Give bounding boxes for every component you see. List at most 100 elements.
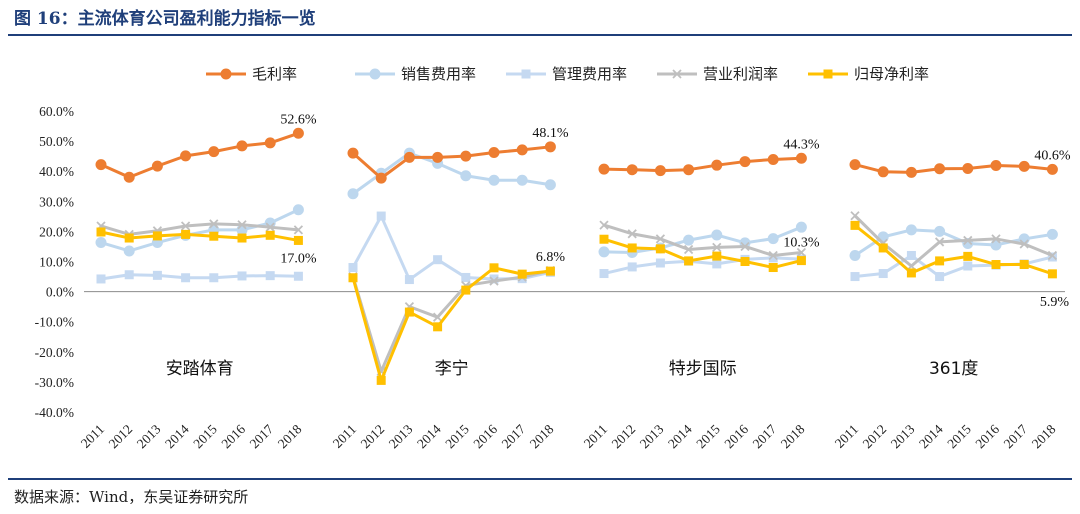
data-point — [544, 179, 556, 191]
data-point-stroke — [991, 234, 1001, 244]
data-point — [1019, 260, 1029, 270]
series-line — [100, 222, 299, 236]
data-point — [123, 171, 135, 183]
data-point — [292, 127, 304, 139]
company-label: 361度 — [929, 359, 978, 379]
data-point — [180, 221, 191, 231]
data-point — [599, 234, 609, 244]
data-point — [152, 270, 162, 280]
data-label: 44.3% — [783, 137, 820, 152]
data-point — [265, 222, 275, 232]
x-tick-label: 2013 — [386, 421, 416, 451]
bottom-rule — [8, 478, 1072, 480]
data-point — [740, 257, 750, 266]
legend-swatch-marker — [220, 68, 232, 80]
y-tick-label: 50.0% — [39, 134, 74, 149]
data-point — [180, 150, 192, 162]
y-tick-label: 30.0% — [39, 194, 74, 209]
legend-item: 管理费用率 — [506, 65, 627, 83]
data-point — [906, 250, 916, 260]
data-label: 5.9% — [1040, 295, 1070, 310]
data-point — [347, 188, 359, 200]
data-point-stroke — [180, 221, 191, 231]
data-point — [461, 272, 471, 282]
x-tick-label: 2014 — [162, 421, 192, 451]
y-tick-label: -30.0% — [35, 375, 74, 390]
data-point — [767, 153, 779, 165]
x-tick-label: 2011 — [330, 422, 359, 451]
source-note: 数据来源：Wind，东吴证券研究所 — [14, 488, 249, 506]
data-point — [348, 273, 358, 283]
data-point — [517, 269, 527, 279]
x-tick-label: 2012 — [106, 422, 136, 452]
legend-label: 营业利润率 — [703, 65, 778, 83]
data-point — [95, 237, 107, 249]
legend-label: 管理费用率 — [552, 65, 627, 83]
data-point — [293, 271, 303, 281]
x-tick-label: 2018 — [527, 421, 557, 451]
data-point — [850, 211, 860, 221]
y-tick-label: 10.0% — [39, 255, 74, 270]
data-point — [935, 272, 945, 282]
x-tick-label: 2014 — [665, 421, 695, 451]
x-tick-label: 2016 — [972, 421, 1002, 451]
data-point — [516, 144, 528, 156]
legend-item: 毛利率 — [206, 65, 297, 83]
y-tick-label: 40.0% — [39, 164, 74, 179]
data-point — [181, 229, 191, 239]
data-point-stroke — [599, 220, 609, 230]
legend-label: 毛利率 — [252, 65, 297, 83]
data-point — [626, 164, 638, 176]
legend-swatch-marker — [823, 69, 833, 79]
data-point — [877, 166, 889, 178]
data-point-stroke — [265, 222, 275, 232]
x-tick-label: 2017 — [750, 421, 780, 451]
data-point — [124, 233, 134, 243]
x-tick-label: 2013 — [637, 421, 667, 451]
data-point — [1047, 250, 1058, 261]
data-point — [264, 137, 276, 149]
data-point — [208, 146, 220, 158]
x-tick-label: 2013 — [134, 421, 164, 451]
x-tick-label: 2017 — [1001, 421, 1031, 451]
legend-swatch-marker — [521, 69, 531, 79]
x-tick-label: 2012 — [609, 422, 639, 452]
data-point — [711, 229, 723, 241]
data-point-stroke — [655, 234, 666, 244]
legend-item: 归母净利率 — [808, 65, 929, 83]
series-line — [853, 214, 1053, 268]
data-point — [404, 307, 414, 317]
data-point — [488, 147, 500, 159]
data-point — [768, 253, 778, 263]
data-point — [1019, 239, 1029, 249]
data-point — [795, 221, 807, 233]
y-tick-label: 20.0% — [39, 224, 74, 239]
data-point-stroke — [1019, 239, 1029, 249]
data-point-stroke — [489, 276, 499, 286]
data-point — [905, 224, 917, 236]
data-point — [906, 268, 916, 278]
data-point — [432, 151, 444, 163]
data-point — [627, 262, 637, 272]
data-point — [489, 263, 499, 273]
data-point — [403, 151, 415, 163]
legend-swatch-marker — [672, 69, 682, 79]
data-point — [209, 231, 219, 241]
x-tick-label: 2015 — [190, 421, 220, 451]
data-point — [598, 246, 610, 258]
data-point — [627, 243, 637, 253]
legend-label: 销售费用率 — [401, 65, 476, 83]
data-point — [849, 159, 861, 171]
data-point — [123, 245, 135, 257]
x-tick-label: 2012 — [358, 422, 388, 452]
data-point — [237, 271, 247, 281]
data-point — [516, 174, 528, 186]
data-point — [850, 220, 860, 230]
data-point — [711, 159, 723, 171]
y-tick-label: 0.0% — [46, 285, 74, 300]
data-point — [348, 263, 358, 273]
x-tick-label: 2012 — [860, 422, 890, 452]
data-point — [236, 140, 248, 152]
data-point — [96, 274, 106, 284]
x-tick-label: 2015 — [693, 421, 723, 451]
